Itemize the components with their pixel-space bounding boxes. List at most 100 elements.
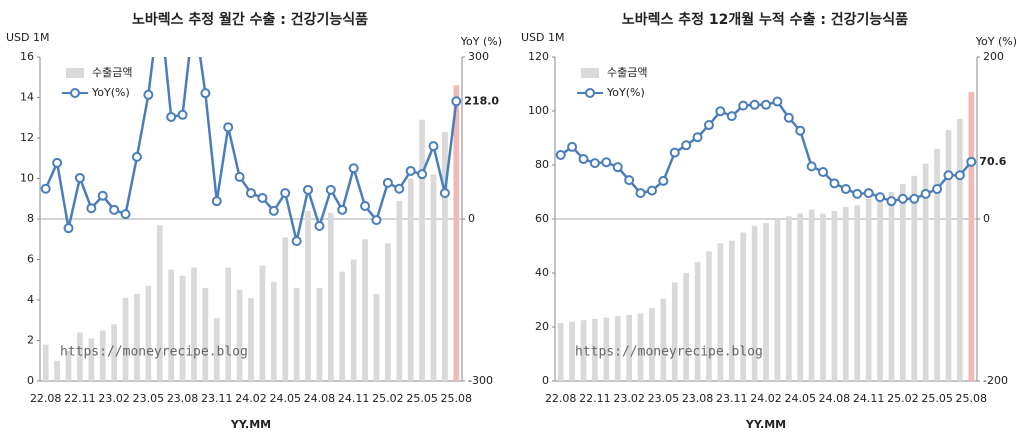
marker bbox=[211, 196, 222, 207]
bar bbox=[706, 251, 712, 381]
y-tick-label: 80 bbox=[535, 158, 549, 171]
bar bbox=[820, 213, 826, 381]
bar bbox=[282, 237, 289, 381]
x-tick-label: 24.02 bbox=[750, 392, 782, 405]
bar bbox=[740, 232, 747, 381]
x-tick-label: 23.11 bbox=[716, 392, 748, 405]
bar bbox=[637, 313, 644, 381]
value-label: 218.0 bbox=[464, 94, 499, 107]
bar bbox=[842, 206, 849, 381]
marker bbox=[761, 99, 771, 110]
x-tick-label: 24.08 bbox=[304, 392, 336, 405]
bar bbox=[763, 223, 769, 381]
marker bbox=[966, 156, 977, 167]
y-tick-label: 100 bbox=[528, 104, 549, 117]
bar bbox=[865, 198, 872, 381]
bar bbox=[453, 85, 460, 381]
x-tick-label: 25.08 bbox=[956, 392, 988, 405]
marker bbox=[829, 178, 840, 189]
bar bbox=[592, 318, 598, 381]
marker bbox=[909, 193, 920, 204]
marker bbox=[131, 151, 142, 162]
marker bbox=[818, 167, 829, 178]
marker bbox=[97, 190, 108, 201]
x-tick-label: 25.05 bbox=[921, 392, 953, 405]
legend-label: YoY(%) bbox=[606, 86, 645, 99]
bar bbox=[316, 287, 323, 381]
bar bbox=[213, 318, 220, 381]
y-tick-label: 20 bbox=[535, 320, 549, 333]
x-tick-label: 23.02 bbox=[613, 392, 645, 405]
x-tick-label: 23.05 bbox=[648, 392, 680, 405]
x-tick-label: 23.11 bbox=[201, 392, 233, 405]
marker bbox=[303, 184, 314, 195]
bar bbox=[407, 178, 414, 381]
bar bbox=[934, 148, 940, 381]
x-tick-label: 23.05 bbox=[133, 392, 165, 405]
bar bbox=[603, 317, 610, 381]
x-tick-label: 23.02 bbox=[98, 392, 130, 405]
y-tick-label: 60 bbox=[535, 212, 549, 225]
marker bbox=[863, 188, 874, 199]
bar bbox=[580, 320, 587, 381]
marker bbox=[348, 163, 359, 174]
chart: 노바렉스 추정 월간 수출 : 건강기능식품 USD 1M YoY (%) YY.MM… bbox=[6, 11, 502, 431]
chart-title: 노바렉스 추정 월간 수출 : 건강기능식품 bbox=[132, 11, 368, 28]
marker bbox=[692, 132, 703, 143]
x-tick-label: 25.08 bbox=[441, 392, 473, 405]
bar bbox=[350, 259, 357, 381]
marker bbox=[943, 170, 954, 181]
marker bbox=[795, 125, 806, 136]
marker bbox=[555, 150, 566, 161]
bar bbox=[156, 225, 163, 381]
bar bbox=[854, 205, 861, 381]
y-axis-label: USD 1M bbox=[6, 31, 50, 44]
marker bbox=[382, 177, 393, 188]
marker bbox=[954, 170, 965, 181]
x-tick-label: 23.08 bbox=[682, 392, 714, 405]
marker bbox=[337, 204, 348, 215]
marker bbox=[601, 157, 612, 168]
bar bbox=[77, 332, 83, 381]
x-tick-label: 22.08 bbox=[545, 392, 577, 405]
marker bbox=[726, 111, 737, 122]
bar bbox=[99, 330, 106, 381]
watermark: https://moneyrecipe.blog bbox=[60, 345, 248, 360]
marker bbox=[806, 161, 817, 172]
marker bbox=[635, 188, 646, 199]
marker bbox=[166, 111, 177, 122]
y2-tick-label: -300 bbox=[468, 374, 493, 387]
bar bbox=[54, 360, 60, 381]
bar bbox=[614, 316, 621, 381]
marker bbox=[360, 201, 371, 212]
marker bbox=[589, 158, 600, 169]
y2-axis-label: YoY (%) bbox=[460, 35, 502, 48]
y-tick-label: 6 bbox=[27, 253, 34, 266]
x-tick-label: 25.02 bbox=[372, 392, 404, 405]
y2-tick-label: 0 bbox=[468, 212, 475, 225]
bar bbox=[728, 240, 735, 381]
marker bbox=[325, 184, 336, 195]
x-tick-label: 22.08 bbox=[30, 392, 62, 405]
bar bbox=[911, 175, 918, 381]
y2-tick-label: 200 bbox=[983, 50, 1004, 63]
bar bbox=[751, 225, 758, 381]
bar bbox=[694, 262, 701, 381]
legend-marker bbox=[585, 88, 595, 98]
legend-label: 수출금액 bbox=[92, 66, 132, 79]
marker bbox=[200, 88, 211, 99]
bar bbox=[42, 344, 49, 381]
bar bbox=[145, 285, 152, 381]
marker bbox=[86, 203, 97, 214]
bar bbox=[774, 219, 781, 381]
marker bbox=[280, 188, 291, 199]
marker bbox=[681, 140, 692, 151]
x-axis-label: YY.MM bbox=[745, 418, 786, 431]
line bbox=[44, 57, 458, 242]
bar bbox=[430, 174, 437, 381]
marker bbox=[394, 183, 405, 194]
bar bbox=[660, 298, 667, 381]
x-tick-label: 23.08 bbox=[167, 392, 199, 405]
bar bbox=[797, 213, 804, 381]
marker bbox=[234, 171, 245, 182]
